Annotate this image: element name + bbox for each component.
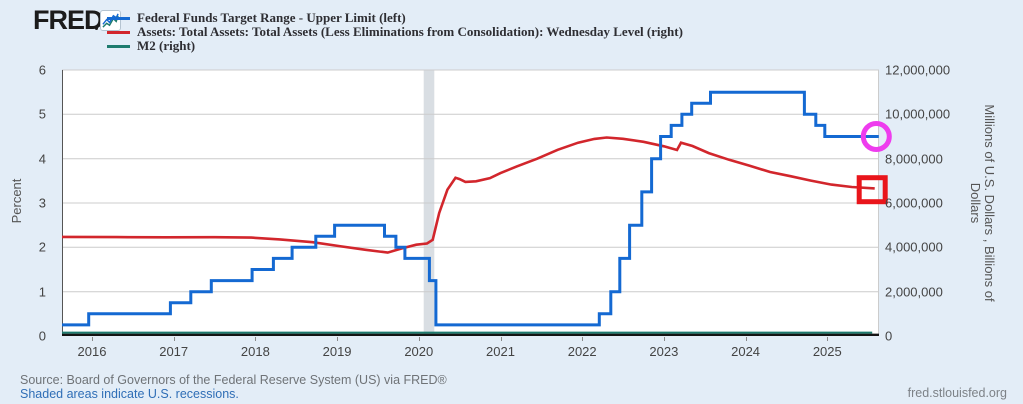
x-tick-mark-2020 xyxy=(418,337,420,341)
legend-item-m2[interactable]: M2 (right) xyxy=(107,39,683,53)
source-text: Source: Board of Governors of the Federa… xyxy=(20,373,447,387)
x-tick-2021: 2021 xyxy=(486,344,515,359)
chart-legend: Federal Funds Target Range - Upper Limit… xyxy=(107,11,683,53)
right-axis-title-line1: Millions of U.S. Dollars , Billions of xyxy=(982,104,997,302)
total-assets-endpoint-highlight xyxy=(856,175,888,205)
x-tick-mark-2018 xyxy=(255,337,257,341)
left-tick-4: 4 xyxy=(38,151,46,167)
left-tick-1: 1 xyxy=(38,284,46,300)
left-tick-3: 3 xyxy=(38,195,46,211)
legend-swatch-fed-funds xyxy=(107,16,130,20)
right-tick-6,000,000: 6,000,000 xyxy=(885,195,943,211)
fed-funds-endpoint-highlight xyxy=(860,121,892,152)
right-tick-8,000,000: 8,000,000 xyxy=(885,151,943,167)
right-axis-title-line2: Dollars xyxy=(968,182,983,224)
x-tick-mark-2025 xyxy=(827,337,829,341)
x-tick-2018: 2018 xyxy=(240,344,270,359)
right-tick-10,000,000: 10,000,000 xyxy=(885,106,951,122)
right-axis-title: Millions of U.S. Dollars , Billions of D… xyxy=(968,82,997,324)
plot-area xyxy=(61,69,892,336)
left-tick-2: 2 xyxy=(38,239,46,255)
left-tick-6: 6 xyxy=(38,62,46,78)
right-tick-12,000,000: 12,000,000 xyxy=(885,62,951,78)
right-tick-0: 0 xyxy=(885,328,893,344)
left-tick-5: 5 xyxy=(38,106,46,122)
x-tick-mark-2023 xyxy=(663,337,665,341)
fred-logo[interactable]: FRED xyxy=(33,5,103,35)
legend-swatch-total-assets xyxy=(107,30,130,34)
x-tick-2019: 2019 xyxy=(322,344,352,359)
x-tick-mark-2019 xyxy=(337,337,339,341)
x-tick-2022: 2022 xyxy=(567,344,597,359)
x-tick-2023: 2023 xyxy=(649,344,679,359)
x-tick-mark-2016 xyxy=(92,337,93,341)
legend-label: M2 (right) xyxy=(137,38,196,53)
x-tick-mark-2017 xyxy=(173,337,175,341)
x-tick-2025: 2025 xyxy=(812,344,842,359)
x-tick-2020: 2020 xyxy=(404,344,434,359)
recession-note-link[interactable]: Shaded areas indicate U.S. recessions. xyxy=(20,387,239,401)
chart-canvas xyxy=(61,69,892,336)
site-url-text: fred.stlouisfed.org xyxy=(907,386,1007,400)
series-line-fed-funds xyxy=(62,90,879,327)
left-axis-title: Percent xyxy=(9,178,24,224)
x-tick-mark-2022 xyxy=(582,337,584,341)
x-tick-mark-2024 xyxy=(745,337,747,341)
legend-swatch-m2 xyxy=(107,44,130,48)
right-tick-4,000,000: 4,000,000 xyxy=(885,239,943,255)
fred-logo-trademark-dot xyxy=(95,27,98,30)
right-tick-2,000,000: 2,000,000 xyxy=(885,284,943,300)
legend-label: Assets: Total Assets: Total Assets (Less… xyxy=(137,24,683,39)
legend-item-total-assets[interactable]: Assets: Total Assets: Total Assets (Less… xyxy=(107,25,683,39)
legend-item-fed-funds[interactable]: Federal Funds Target Range - Upper Limit… xyxy=(107,11,683,25)
left-tick-0: 0 xyxy=(38,328,46,344)
x-tick-2024: 2024 xyxy=(731,344,761,359)
legend-label: Federal Funds Target Range - Upper Limit… xyxy=(137,10,406,25)
series-line-total-assets xyxy=(61,136,875,254)
x-tick-2017: 2017 xyxy=(159,344,189,359)
x-tick-2016: 2016 xyxy=(77,344,107,359)
x-tick-mark-2021 xyxy=(500,337,502,341)
